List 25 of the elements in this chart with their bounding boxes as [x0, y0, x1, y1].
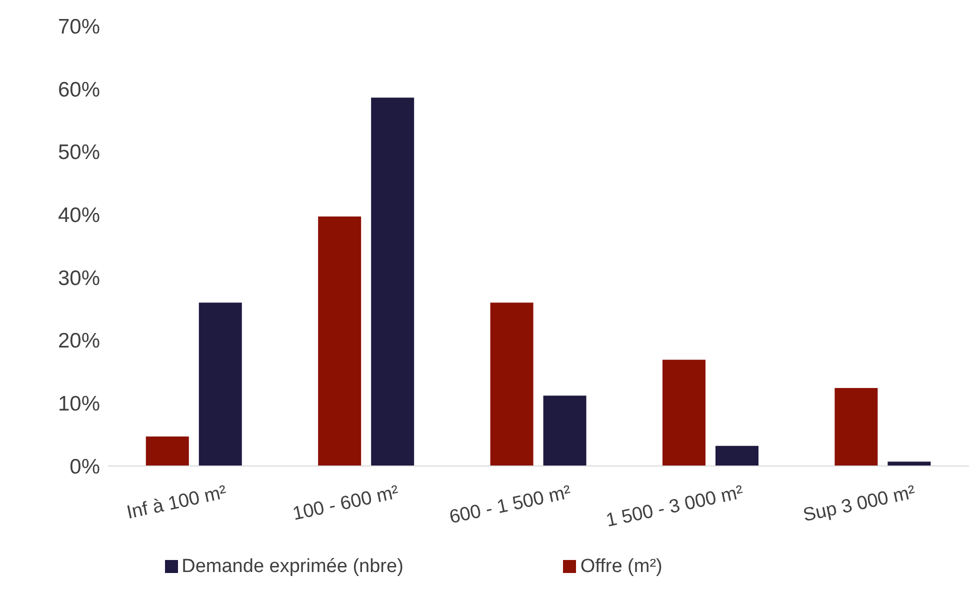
- y-tick-label: 70%: [58, 15, 100, 38]
- x-tick-label: 1 500 - 3 000 m²: [604, 482, 746, 532]
- legend-label: Demande exprimée (nbre): [182, 556, 404, 577]
- x-tick-label: 100 - 600 m²: [290, 482, 401, 525]
- bar: [490, 302, 534, 466]
- bar: [715, 446, 758, 466]
- y-tick-label: 10%: [58, 392, 100, 416]
- bar: [318, 216, 362, 466]
- bar: [662, 360, 706, 466]
- x-tick-label: Sup 3 000 m²: [801, 482, 918, 526]
- bar: [543, 396, 586, 466]
- bar: [146, 436, 189, 466]
- y-tick-label: 60%: [58, 78, 100, 102]
- x-tick-label: Inf à 100 m²: [124, 482, 228, 524]
- bar: [371, 98, 414, 466]
- bar: [888, 462, 931, 466]
- y-tick-label: 30%: [58, 266, 100, 290]
- y-tick-label: 20%: [58, 330, 100, 353]
- y-tick-label: 50%: [58, 141, 100, 164]
- bar: [834, 388, 878, 466]
- x-tick-label: 600 - 1 500 m²: [448, 482, 573, 528]
- y-tick-label: 40%: [58, 204, 100, 228]
- legend-label: Offre (m²): [580, 556, 662, 577]
- bar: [198, 302, 242, 466]
- y-tick-label: 0%: [70, 455, 100, 478]
